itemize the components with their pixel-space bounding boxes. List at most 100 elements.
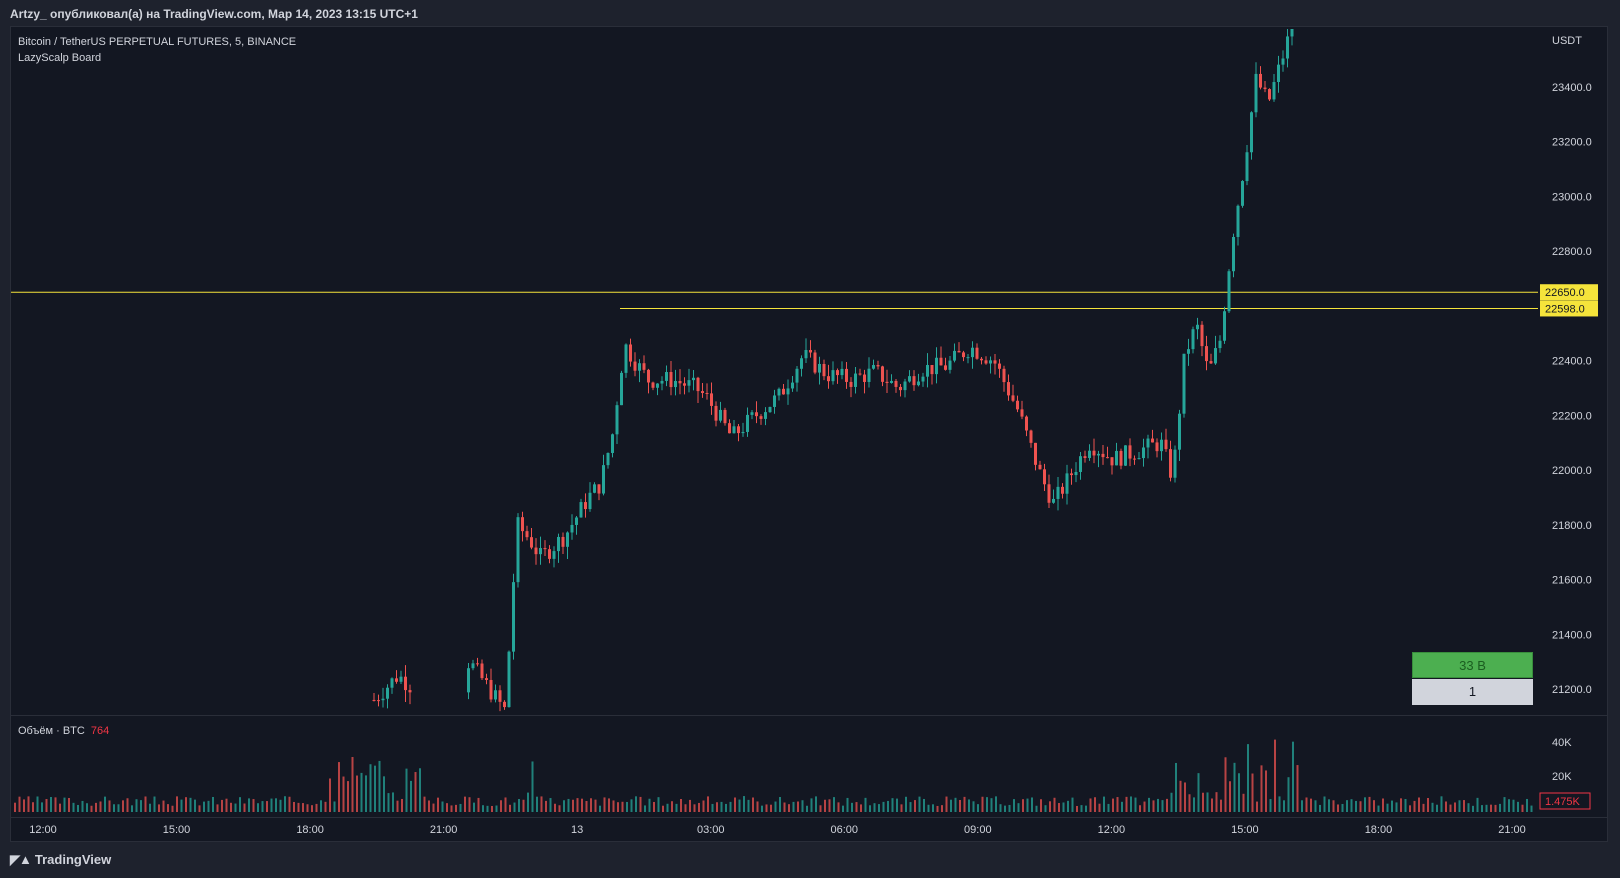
volume-bar bbox=[1431, 802, 1434, 812]
volume-bar bbox=[1382, 798, 1384, 812]
candle-body bbox=[921, 376, 925, 382]
volume-bar bbox=[1440, 796, 1443, 812]
volume-bar bbox=[1436, 804, 1438, 812]
volume-bar bbox=[1481, 805, 1483, 812]
candle-body bbox=[521, 517, 524, 532]
volume-bar bbox=[833, 797, 835, 812]
volume-bar bbox=[1400, 798, 1402, 812]
volume-bar bbox=[1062, 802, 1065, 812]
candle-body bbox=[768, 406, 772, 413]
y-tick-label: 23000.0 bbox=[1552, 191, 1592, 203]
candle-body bbox=[543, 548, 547, 550]
volume-value: 764 bbox=[90, 725, 110, 737]
symbol-legend[interactable]: Bitcoin / TetherUS PERPETUAL FUTURES, 5,… bbox=[18, 36, 297, 48]
candle-body bbox=[989, 360, 992, 364]
candle-body bbox=[858, 373, 862, 375]
volume-bar bbox=[1346, 800, 1348, 812]
candle-body bbox=[579, 502, 583, 518]
candle-body bbox=[615, 405, 619, 435]
volume-bar bbox=[1112, 798, 1114, 812]
volume-bar bbox=[1301, 800, 1303, 812]
candle-body bbox=[1002, 368, 1006, 383]
volume-bar bbox=[257, 803, 259, 812]
level-badge-label: 22598.0 bbox=[1545, 303, 1585, 315]
volume-bar bbox=[1188, 794, 1191, 812]
volume-bar bbox=[383, 776, 385, 812]
volume-bar bbox=[90, 805, 93, 812]
candle-body bbox=[1254, 73, 1258, 113]
volume-bar bbox=[707, 796, 709, 812]
candle-body bbox=[575, 517, 578, 525]
candle-body bbox=[1101, 453, 1105, 458]
volume-bar bbox=[617, 802, 619, 812]
candle-body bbox=[750, 412, 754, 415]
volume-bar bbox=[801, 800, 804, 812]
volume-bar bbox=[1490, 804, 1492, 812]
volume-bar bbox=[459, 803, 462, 812]
candle-body bbox=[876, 365, 880, 367]
volume-bar bbox=[941, 805, 943, 812]
candle-body bbox=[642, 363, 646, 370]
candle-body bbox=[786, 388, 790, 395]
volume-bar bbox=[1319, 804, 1321, 812]
volume-bar bbox=[113, 804, 115, 812]
volume-bar bbox=[266, 801, 268, 812]
volume-bar bbox=[1386, 803, 1389, 812]
candle-body bbox=[548, 549, 551, 559]
candle-body bbox=[692, 377, 695, 381]
volume-bar bbox=[347, 781, 349, 812]
volume-bar bbox=[167, 804, 169, 812]
volume-bar bbox=[855, 802, 858, 812]
volume-bar bbox=[86, 803, 88, 812]
volume-bar bbox=[252, 799, 255, 812]
volume-bar bbox=[635, 796, 637, 812]
candle-body bbox=[1191, 329, 1195, 350]
candle-body bbox=[503, 701, 506, 708]
volume-bar bbox=[1134, 797, 1137, 812]
candle-body bbox=[678, 381, 682, 384]
candle-body bbox=[1268, 89, 1271, 100]
volume-bar bbox=[869, 805, 871, 812]
volume-bar bbox=[513, 802, 516, 812]
candle-body bbox=[1187, 349, 1190, 354]
candle-body bbox=[399, 676, 403, 682]
volume-bar bbox=[927, 804, 930, 812]
chart-frame[interactable] bbox=[10, 26, 1608, 842]
volume-bar bbox=[878, 804, 880, 812]
volume-bar bbox=[1242, 793, 1245, 812]
volume-bar bbox=[491, 805, 493, 812]
volume-bar bbox=[860, 804, 862, 812]
volume-bar bbox=[950, 799, 952, 812]
candle-body bbox=[1178, 413, 1181, 450]
tradingview-brand[interactable]: ◤▲ TradingView bbox=[10, 850, 111, 870]
candle-body bbox=[489, 679, 493, 700]
volume-bar bbox=[936, 805, 939, 812]
indicator-legend[interactable]: LazyScalp Board bbox=[18, 52, 102, 64]
candle-body bbox=[1016, 400, 1019, 410]
volume-bar bbox=[495, 805, 498, 812]
volume-bar bbox=[410, 780, 412, 812]
volume-bar bbox=[270, 798, 273, 812]
volume-legend[interactable]: Объём · BTC 764 bbox=[18, 725, 109, 737]
candle-body bbox=[534, 547, 538, 555]
volume-bar bbox=[1161, 800, 1164, 812]
candle-body bbox=[1272, 82, 1276, 100]
volume-bar bbox=[275, 798, 277, 812]
volume-bar bbox=[1121, 801, 1123, 812]
volume-bar bbox=[1278, 796, 1281, 812]
y-tick-label: 21600.0 bbox=[1552, 575, 1592, 587]
volume-bar bbox=[50, 797, 52, 812]
candle-body bbox=[1286, 36, 1289, 59]
volume-bar bbox=[1463, 800, 1465, 812]
candle-body bbox=[863, 374, 866, 382]
volume-current-label: 1.475K bbox=[1545, 796, 1581, 808]
candle-body bbox=[975, 347, 979, 359]
volume-bar bbox=[1067, 800, 1069, 812]
candle-body bbox=[791, 382, 794, 389]
level-badge bbox=[1540, 300, 1598, 317]
volume-bar bbox=[338, 762, 340, 812]
candle-body bbox=[903, 381, 907, 391]
candle-body bbox=[651, 382, 655, 388]
volume-bar bbox=[810, 798, 813, 812]
